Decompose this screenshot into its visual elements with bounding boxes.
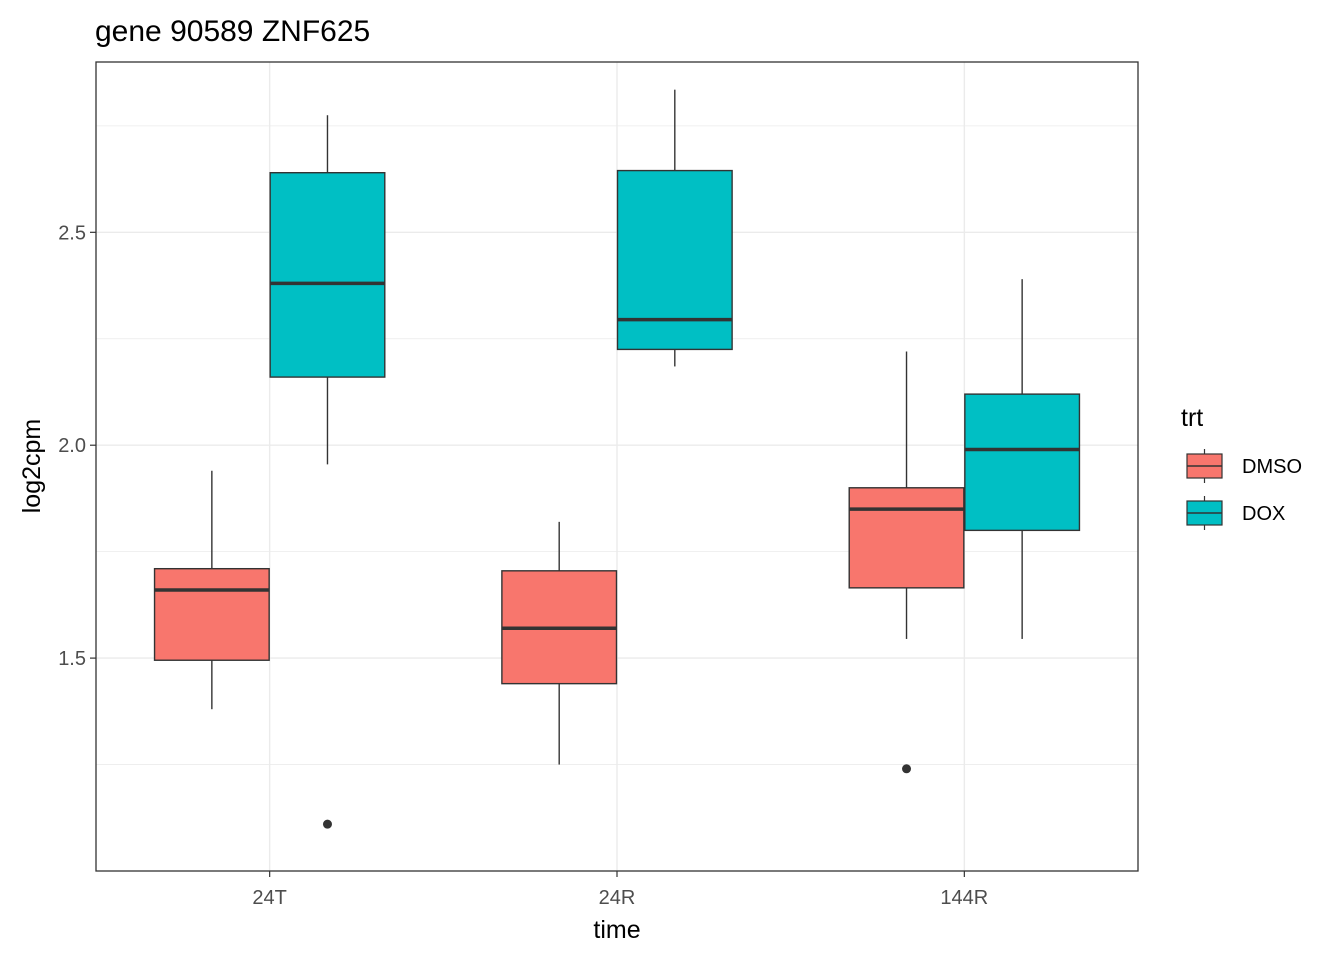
legend-item-dmso: DMSO (1186, 449, 1302, 483)
x-tick-label: 24R (599, 887, 636, 909)
box-dox-24t (269, 172, 386, 378)
chart-title: gene 90589 ZNF625 (95, 15, 370, 48)
x-tick-label: 24T (252, 887, 286, 909)
outlier-dox-24t (322, 819, 332, 829)
y-tick-label: 2.0 (58, 435, 86, 457)
outlier-dmso-144r (902, 764, 912, 774)
x-axis-title: time (593, 916, 640, 944)
legend-item-dox: DOX (1186, 496, 1285, 530)
box-dmso-24t (153, 567, 270, 661)
legend-title: trt (1181, 404, 1203, 432)
y-tick-label: 1.5 (58, 648, 86, 670)
axes: 1.5 2.0 2.5 24T 24R 144R (58, 222, 988, 909)
y-tick-label: 2.5 (58, 222, 86, 244)
boxes (153, 89, 1081, 829)
x-tick-label: 144R (940, 887, 988, 909)
box-dox-144r (964, 393, 1081, 532)
legend-label-dox: DOX (1242, 503, 1285, 525)
legend: trt DMSO DOX (1181, 404, 1302, 530)
box-dmso-144r (848, 487, 965, 589)
y-axis-title: log2cpm (18, 419, 46, 514)
box-dox-24r (616, 169, 733, 351)
legend-label-dmso: DMSO (1242, 456, 1302, 478)
